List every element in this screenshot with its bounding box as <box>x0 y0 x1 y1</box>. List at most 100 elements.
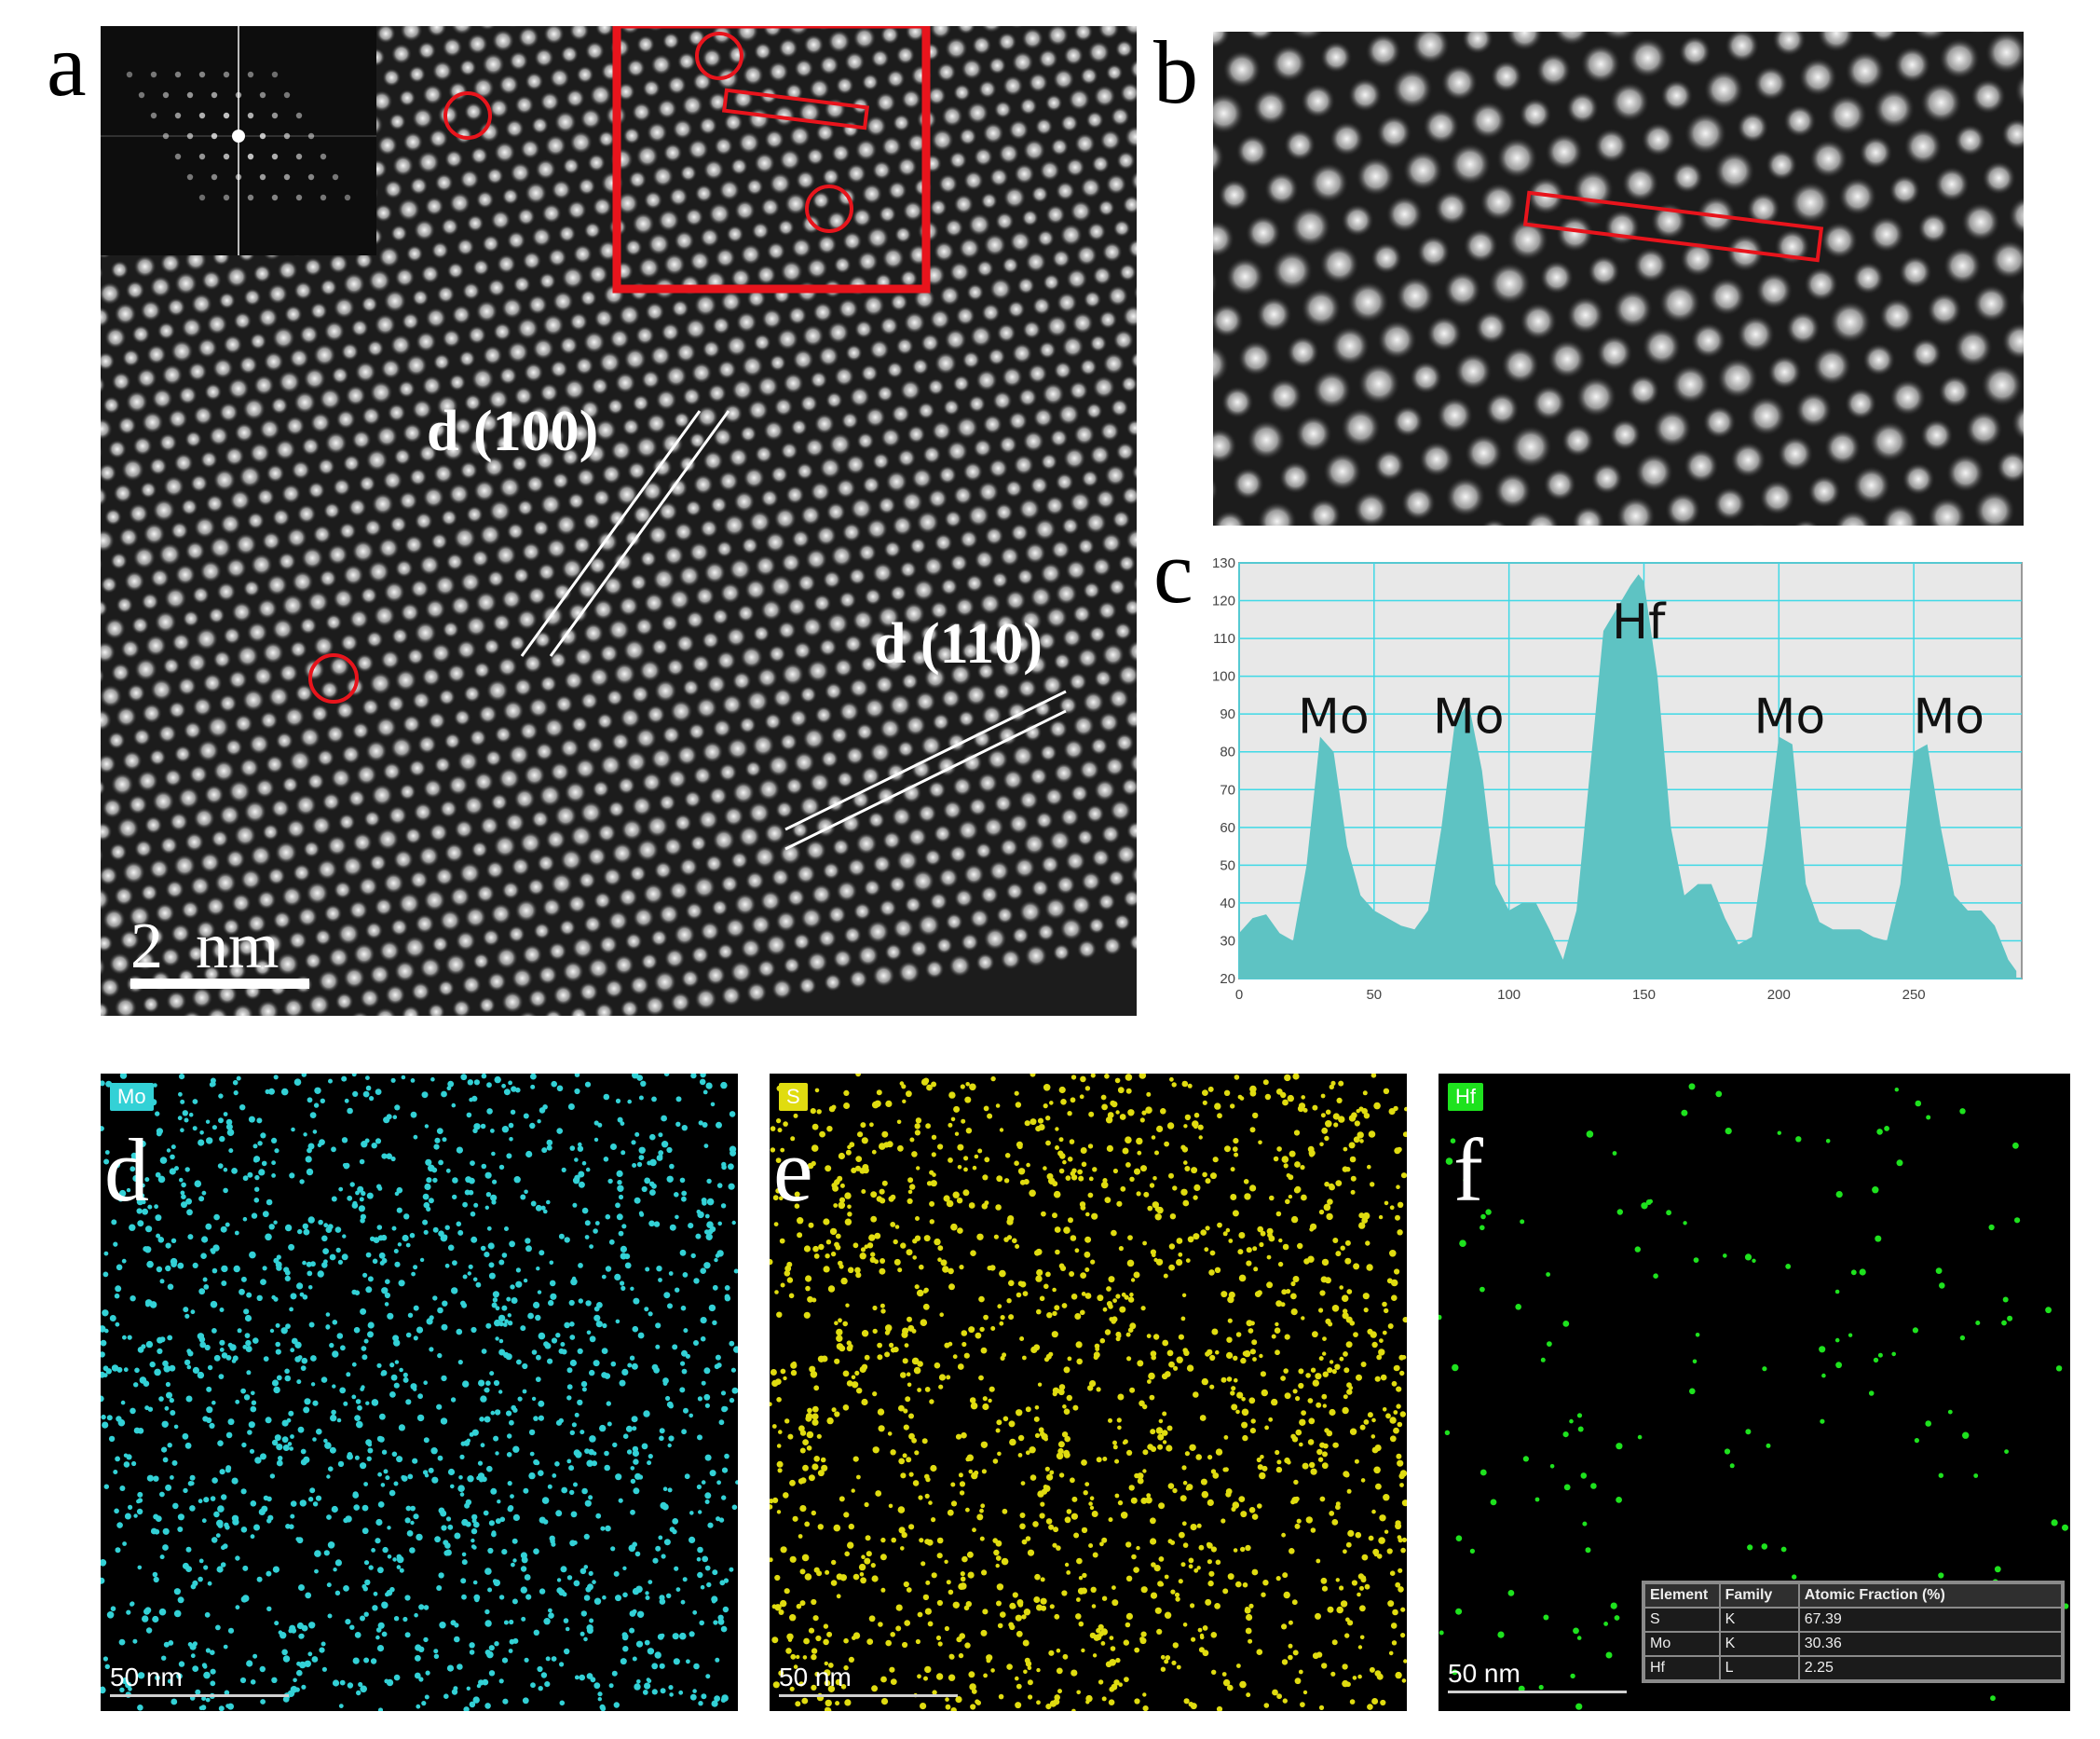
count-dot <box>835 1244 841 1251</box>
atom <box>799 504 822 527</box>
atom <box>637 256 661 280</box>
count-dot <box>961 1431 967 1439</box>
count-dot <box>669 1224 676 1231</box>
atom <box>1002 185 1027 210</box>
count-dot <box>296 1669 303 1677</box>
count-dot <box>579 1674 585 1681</box>
atom <box>144 926 165 947</box>
count-dot <box>1190 1603 1195 1609</box>
count-dot <box>1060 1099 1067 1105</box>
count-dot <box>477 1460 484 1466</box>
count-dot <box>265 1089 270 1094</box>
count-dot <box>578 1263 583 1268</box>
count-dot <box>799 1505 807 1513</box>
atom <box>803 34 825 56</box>
y-tick-label: 20 <box>1220 971 1235 987</box>
atom <box>1055 472 1074 492</box>
count-dot <box>924 1387 931 1392</box>
atom <box>937 867 960 889</box>
atom <box>1859 135 1893 170</box>
count-dot <box>823 1218 830 1226</box>
count-dot <box>484 1387 490 1393</box>
atom <box>799 907 824 930</box>
count-dot <box>675 1214 679 1220</box>
atom <box>157 542 182 567</box>
count-dot <box>259 1665 266 1673</box>
count-dot <box>690 1074 697 1079</box>
count-dot <box>480 1123 486 1130</box>
atom <box>982 815 1004 839</box>
count-dot <box>217 1163 224 1169</box>
count-dot <box>538 1415 544 1421</box>
atom <box>101 599 108 618</box>
fft-spot <box>162 91 170 99</box>
count-dot <box>215 1624 221 1631</box>
atom <box>1073 423 1096 446</box>
count-dot <box>674 1192 679 1198</box>
count-dot <box>251 1400 257 1405</box>
count-dot <box>217 1505 225 1513</box>
count-dot <box>487 1547 494 1554</box>
atom <box>698 116 718 136</box>
count-dot <box>620 1121 625 1126</box>
count-dot <box>1362 1293 1370 1300</box>
count-dot <box>712 1320 717 1325</box>
count-dot <box>830 1580 838 1586</box>
atom <box>917 913 941 938</box>
count-dot <box>620 1245 628 1253</box>
count-dot <box>205 1697 211 1703</box>
atom <box>389 514 408 534</box>
atom <box>634 435 659 459</box>
atom <box>942 800 963 821</box>
atom <box>592 487 611 508</box>
atom <box>655 389 677 411</box>
count-dot <box>1045 1518 1053 1525</box>
atom <box>241 688 266 712</box>
count-dot <box>1241 1397 1246 1402</box>
count-dot <box>1226 1336 1233 1343</box>
count-dot <box>1259 1241 1264 1248</box>
atom <box>657 209 680 232</box>
count-dot <box>852 1456 859 1462</box>
atom <box>320 679 340 700</box>
atom <box>726 736 750 760</box>
count-dot <box>1382 1330 1387 1335</box>
count-dot <box>139 1140 146 1147</box>
count-dot <box>116 1416 122 1422</box>
count-dot <box>362 1586 368 1592</box>
count-dot <box>723 1406 729 1412</box>
count-dot <box>631 1140 636 1145</box>
atom <box>195 627 219 651</box>
atom <box>288 749 312 774</box>
count-dot <box>1232 1210 1239 1217</box>
count-dot <box>915 1216 920 1221</box>
atom <box>498 366 518 386</box>
count-dot <box>343 1517 348 1524</box>
count-dot <box>372 1605 378 1611</box>
atom <box>622 127 641 145</box>
atom <box>101 575 118 594</box>
count-dot <box>1335 1251 1342 1257</box>
atom <box>726 225 744 243</box>
atom <box>398 783 416 801</box>
count-dot <box>1084 1236 1092 1243</box>
count-dot <box>1234 1075 1240 1080</box>
atom <box>544 134 567 157</box>
atom <box>1488 262 1532 306</box>
count-dot <box>655 1344 661 1349</box>
count-dot <box>334 1226 342 1233</box>
atom <box>833 657 854 678</box>
count-dot <box>772 1497 779 1503</box>
count-dot <box>1202 1089 1208 1096</box>
atom <box>506 522 525 541</box>
fft-spot <box>295 194 303 201</box>
atom <box>430 240 450 260</box>
count-dot <box>1280 1376 1286 1381</box>
count-dot <box>1196 1523 1202 1528</box>
fft-spot <box>186 91 194 99</box>
count-dot <box>818 1243 825 1251</box>
atom <box>1953 327 1993 367</box>
count-dot <box>682 1272 689 1278</box>
count-dot <box>121 1258 127 1264</box>
atom <box>2001 322 2024 361</box>
